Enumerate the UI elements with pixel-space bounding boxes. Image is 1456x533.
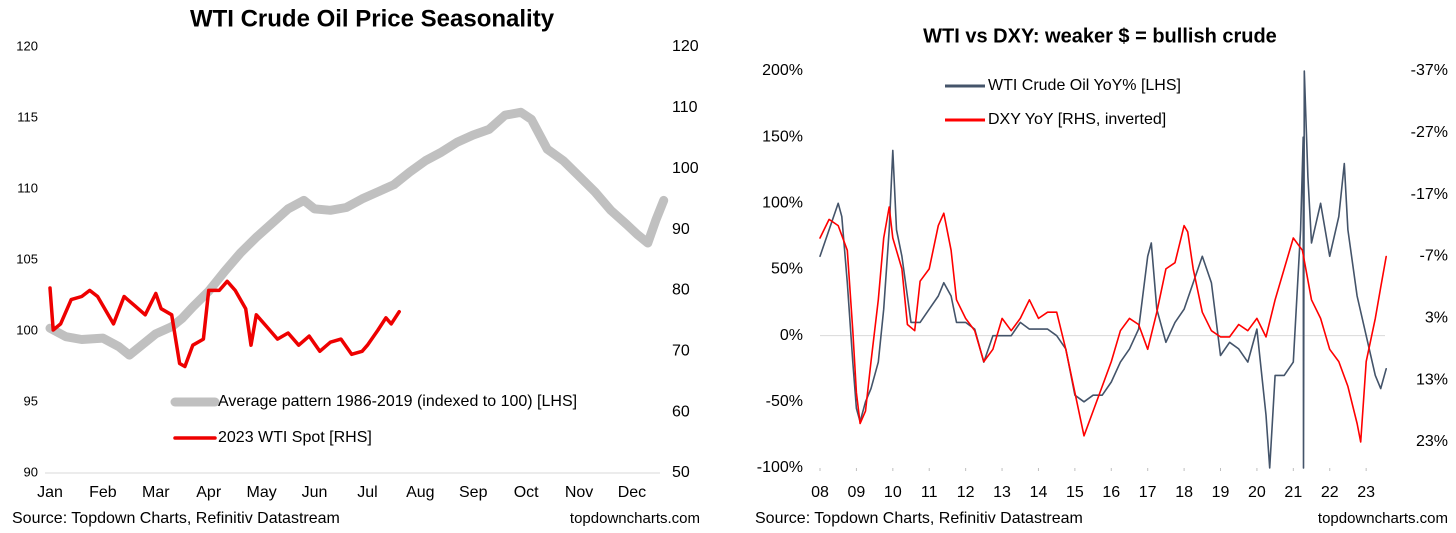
y-tick-label: 0%	[780, 327, 803, 344]
watermark: topdowncharts.com	[1318, 510, 1448, 527]
y-tick-label: 100	[16, 322, 38, 337]
x-tick-label: 13	[993, 484, 1011, 501]
source-note: Source: Topdown Charts, Refinitiv Datast…	[12, 510, 340, 527]
series-line	[45, 107, 669, 360]
watermark: topdowncharts.com	[570, 510, 700, 527]
source-note: Source: Topdown Charts, Refinitiv Datast…	[755, 510, 1083, 527]
x-tick-label: 16	[1102, 484, 1120, 501]
x-tick-label: Apr	[196, 484, 222, 501]
x-tick-label: Sep	[459, 484, 488, 501]
y2-tick-label: 3%	[1425, 310, 1448, 327]
y2-tick-label: 50	[672, 464, 690, 481]
x-tick-label: Nov	[565, 484, 593, 501]
x-tick-label: 15	[1066, 484, 1084, 501]
chart-title: WTI vs DXY: weaker $ = bullish crude	[923, 25, 1277, 47]
y2-tick-label: 13%	[1416, 371, 1448, 388]
x-tick-label: Jan	[37, 484, 63, 501]
x-tick-label: 23	[1357, 484, 1375, 501]
x-tick-label: Oct	[514, 484, 539, 501]
x-tick-label: 20	[1248, 484, 1266, 501]
y2-tick-label: 110	[672, 99, 698, 116]
y2-tick-label: 60	[672, 403, 690, 420]
y2-tick-label: 80	[672, 282, 690, 299]
y-tick-label: 100%	[762, 195, 803, 212]
x-tick-label: 11	[921, 484, 938, 501]
x-tick-label: Aug	[406, 484, 434, 501]
y-tick-label: 120	[16, 38, 38, 53]
y-tick-label: 200%	[762, 62, 803, 79]
y-tick-label: 110	[17, 180, 38, 195]
series-line	[48, 279, 401, 369]
series-line	[819, 70, 1387, 469]
x-tick-label: Feb	[89, 484, 117, 501]
x-tick-label: 14	[1030, 484, 1048, 501]
x-tick-label: 08	[811, 484, 829, 501]
series-line	[819, 206, 1387, 443]
x-tick-label: 09	[848, 484, 866, 501]
x-tick-label: 10	[884, 484, 902, 501]
x-tick-label: 18	[1175, 484, 1193, 501]
x-tick-label: 19	[1212, 484, 1230, 501]
y2-tick-label: -27%	[1411, 124, 1448, 141]
x-tick-label: 22	[1321, 484, 1339, 501]
x-tick-label: Mar	[142, 484, 170, 501]
legend-label: DXY YoY [RHS, inverted]	[988, 111, 1166, 128]
x-tick-label: 12	[957, 484, 975, 501]
legend-label: WTI Crude Oil YoY% [LHS]	[988, 77, 1181, 94]
legend-label: 2023 WTI Spot [RHS]	[218, 429, 372, 446]
y-tick-label: 90	[24, 464, 38, 479]
chart-title: WTI Crude Oil Price Seasonality	[190, 5, 555, 32]
x-tick-label: Dec	[618, 484, 646, 501]
y2-tick-label: 70	[672, 343, 690, 360]
y-tick-label: 105	[16, 251, 38, 266]
y-tick-label: 115	[17, 109, 38, 124]
x-tick-label: 17	[1139, 484, 1157, 501]
y-tick-label: 150%	[762, 128, 803, 145]
y2-tick-label: 100	[672, 160, 699, 177]
y2-tick-label: -7%	[1420, 248, 1448, 265]
y-tick-label: -50%	[766, 393, 803, 410]
y2-tick-label: -37%	[1411, 62, 1448, 79]
y-tick-label: 95	[24, 393, 38, 408]
x-tick-label: May	[247, 484, 277, 501]
y2-tick-label: -17%	[1411, 186, 1448, 203]
x-tick-label: Jun	[302, 484, 328, 501]
y-tick-label: -100%	[757, 459, 803, 476]
legend-label: Average pattern 1986-2019 (indexed to 10…	[218, 393, 577, 410]
y-tick-label: 50%	[771, 261, 803, 278]
y2-tick-label: 120	[672, 38, 699, 55]
y2-tick-label: 90	[672, 221, 690, 238]
y2-tick-label: 23%	[1416, 433, 1448, 450]
x-tick-label: 21	[1284, 484, 1302, 501]
x-tick-label: Jul	[357, 484, 377, 501]
